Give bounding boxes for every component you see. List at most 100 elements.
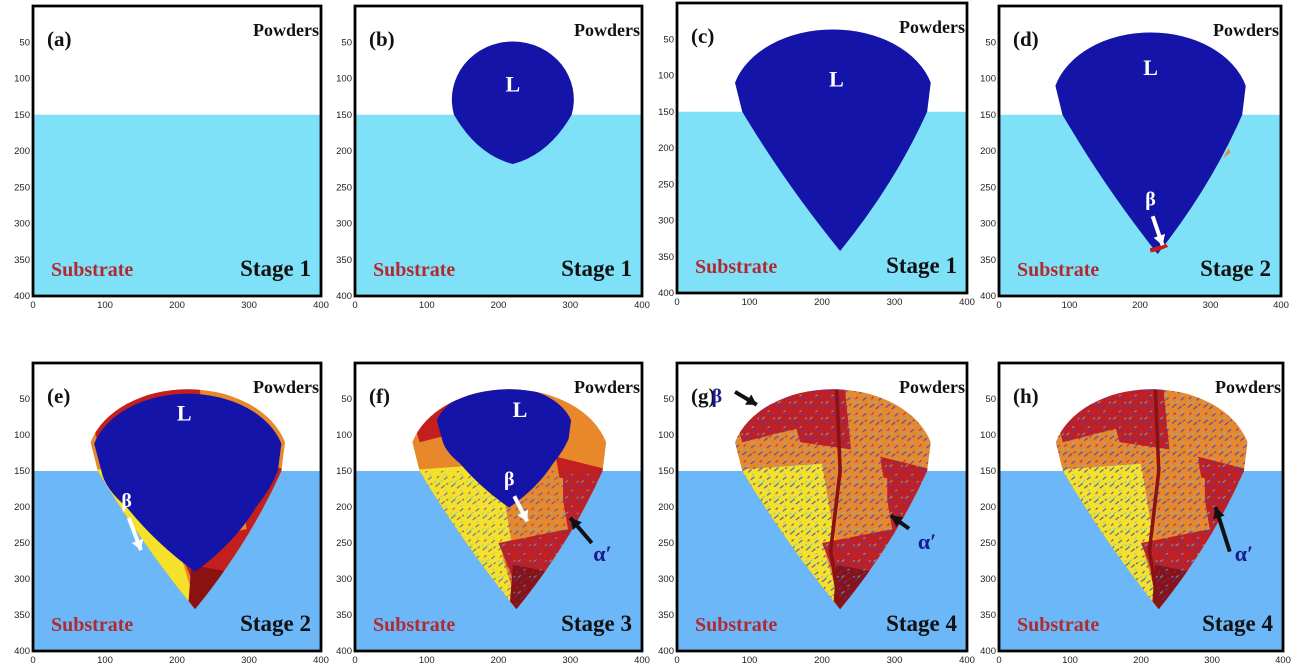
beta-arrow-head: [1153, 233, 1166, 246]
axis-frame: [677, 363, 967, 651]
x-tick-label: 100: [1062, 300, 1078, 311]
y-tick-label: 200: [336, 502, 352, 513]
beta-arrow-head: [131, 538, 144, 551]
y-tick-label: 100: [14, 74, 30, 85]
alpha-prime-label: α′: [1235, 541, 1253, 566]
y-tick-label: 400: [14, 291, 30, 302]
y-tick-label: 150: [336, 110, 352, 121]
panel-label: (c): [691, 24, 714, 48]
y-tick-label: 300: [14, 574, 30, 585]
x-tick-label: 200: [1132, 300, 1148, 311]
axis-frame: [33, 6, 321, 296]
y-tick-label: 300: [658, 574, 674, 585]
y-tick-label: 150: [980, 110, 996, 121]
y-tick-label: 350: [14, 255, 30, 266]
y-tick-label: 150: [980, 466, 996, 477]
liquid-pool: [451, 41, 574, 165]
liquid-pool: [1055, 32, 1246, 254]
y-tick-label: 100: [14, 430, 30, 441]
x-tick-label: 0: [352, 655, 357, 666]
x-tick-label: 0: [30, 655, 35, 666]
liquid-label: L: [1143, 55, 1158, 80]
y-tick-label: 400: [658, 646, 674, 657]
powders-label: Powders: [574, 377, 640, 397]
x-tick-label: 100: [742, 297, 758, 308]
beta-label: β: [121, 490, 132, 512]
panel-label: (b): [369, 27, 395, 51]
x-tick-label: 0: [674, 297, 679, 308]
x-tick-label: 0: [996, 655, 1001, 666]
y-tick-label: 200: [14, 502, 30, 513]
beta-label: β: [504, 468, 515, 490]
liquid-pool: [436, 389, 572, 508]
y-tick-label: 50: [985, 37, 996, 48]
x-tick-label: 100: [97, 300, 113, 311]
axis-frame: [33, 363, 321, 651]
powders-label: Powders: [1215, 377, 1281, 397]
stage-label: Stage 2: [1200, 256, 1271, 281]
powders-label: Powders: [899, 17, 965, 37]
y-tick-label: 250: [336, 182, 352, 193]
x-tick-label: 100: [97, 655, 113, 666]
stage-label: Stage 1: [561, 256, 632, 281]
axis-frame: [355, 363, 642, 651]
x-tick-label: 100: [742, 655, 758, 666]
x-tick-label: 0: [30, 300, 35, 311]
x-tick-label: 300: [241, 655, 257, 666]
x-tick-label: 100: [1062, 655, 1078, 666]
liquid-pool: [94, 393, 282, 572]
x-tick-label: 400: [1275, 655, 1291, 666]
x-tick-label: 300: [1203, 300, 1219, 311]
y-tick-label: 100: [980, 430, 996, 441]
y-tick-label: 50: [663, 34, 674, 45]
alpha-prime-label: α′: [918, 529, 936, 554]
powders-label: Powders: [1213, 20, 1279, 40]
x-tick-label: 400: [634, 300, 650, 311]
stage-label: Stage 3: [561, 611, 632, 636]
stage-label: Stage 1: [240, 256, 311, 281]
substrate-label: Substrate: [695, 614, 777, 636]
panel-label: (h): [1013, 384, 1039, 408]
x-tick-label: 300: [241, 300, 257, 311]
y-tick-label: 300: [14, 219, 30, 230]
x-tick-label: 400: [313, 300, 329, 311]
liquid-label: L: [177, 401, 192, 426]
y-tick-label: 50: [19, 394, 30, 405]
x-tick-label: 200: [169, 300, 185, 311]
substrate-label: Substrate: [373, 259, 455, 281]
x-tick-label: 0: [674, 655, 679, 666]
y-tick-label: 300: [980, 574, 996, 585]
beta-nucleus-side: [1223, 148, 1231, 159]
beta-label: β: [712, 386, 723, 408]
y-tick-label: 250: [14, 182, 30, 193]
y-tick-label: 350: [658, 610, 674, 621]
y-tick-label: 100: [980, 74, 996, 85]
powders-label: Powders: [899, 377, 965, 397]
liquid-label: L: [513, 397, 528, 422]
y-tick-label: 100: [336, 74, 352, 85]
y-tick-label: 50: [341, 37, 352, 48]
y-tick-label: 350: [658, 252, 674, 263]
y-tick-label: 200: [658, 143, 674, 154]
beta-arrow-head: [517, 509, 528, 522]
axis-frame: [677, 3, 967, 293]
y-tick-label: 400: [336, 646, 352, 657]
y-tick-label: 350: [14, 610, 30, 621]
substrate-label: Substrate: [1017, 614, 1099, 636]
alpha-arrow-head: [570, 517, 582, 531]
axis-frame: [999, 363, 1283, 651]
y-tick-label: 400: [980, 291, 996, 302]
y-tick-label: 250: [980, 182, 996, 193]
x-tick-label: 400: [1273, 300, 1289, 311]
beta-nucleus: [1149, 243, 1169, 253]
y-tick-label: 400: [980, 646, 996, 657]
y-tick-label: 150: [658, 107, 674, 118]
